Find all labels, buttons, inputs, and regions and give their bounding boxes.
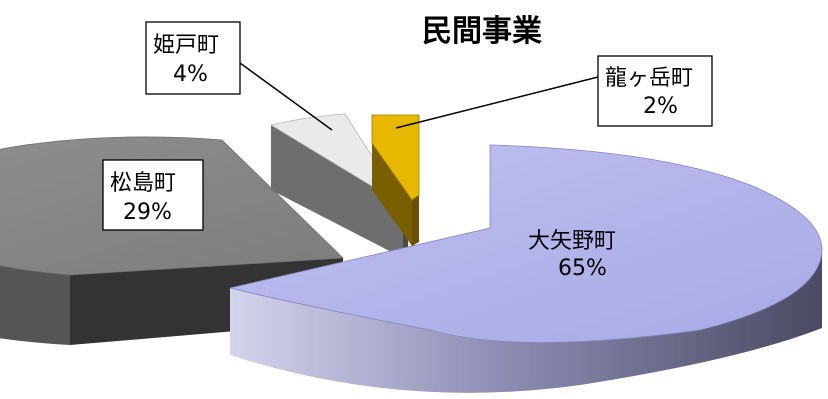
slice-ryugatake [371, 114, 420, 246]
chart-title: 民間事業 [422, 14, 542, 49]
label-oyano-value: 65% [558, 256, 607, 281]
label-oyano-name: 大矢野町 [528, 229, 616, 254]
callout-ryugatake: 龍ヶ岳町 2% [395, 55, 713, 129]
callout-ryugatake-box [597, 55, 713, 127]
label-oyano: 大矢野町 65% [528, 229, 616, 281]
slice-oyano-side [230, 250, 822, 393]
slice-ryugatake-side [372, 143, 412, 246]
slice-oyano [229, 144, 823, 393]
label-matsushima-name: 松島町 [110, 171, 176, 196]
leader-ryugatake [395, 76, 599, 129]
callout-himedo: 姫戸町 4% [145, 21, 333, 131]
label-ryugatake-value: 2% [643, 94, 678, 119]
leader-himedo [239, 62, 333, 131]
label-ryugatake-name: 龍ヶ岳町 [605, 66, 693, 91]
label-matsushima-value: 29% [123, 200, 172, 225]
slice-ryugatake-side-right [412, 195, 419, 246]
callout-himedo-box [145, 21, 241, 95]
label-matsushima: 松島町 29% [102, 159, 204, 231]
label-himedo-name: 姫戸町 [153, 33, 219, 58]
slice-ryugatake-top [371, 114, 420, 201]
slice-oyano-top [229, 144, 823, 343]
slice-matsushima-outer-side [0, 215, 70, 345]
slice-himedo-side [271, 125, 403, 258]
label-himedo-value: 4% [173, 62, 208, 87]
label-matsushima-box [102, 159, 204, 231]
slice-himedo-top [269, 113, 404, 206]
